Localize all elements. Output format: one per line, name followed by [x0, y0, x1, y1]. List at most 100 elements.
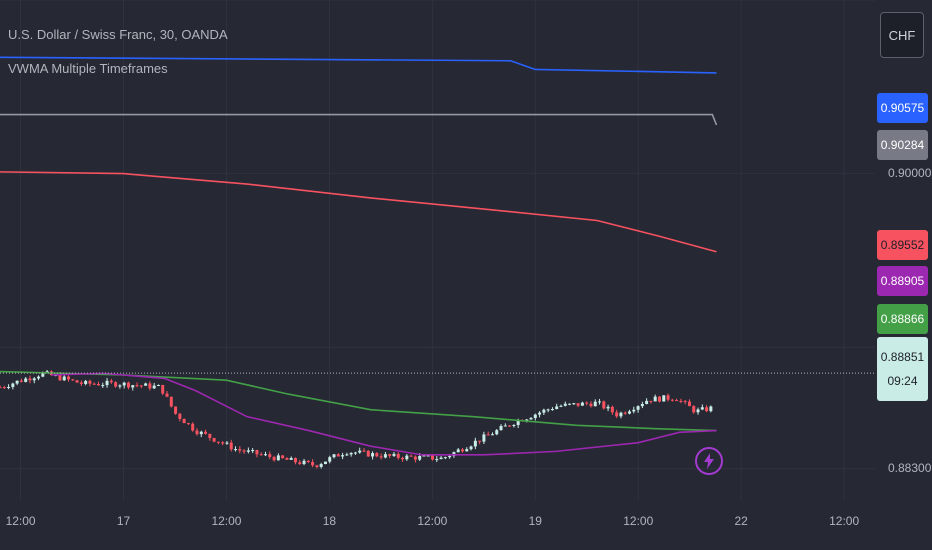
candle-body: [589, 403, 593, 407]
candle-body: [148, 383, 152, 389]
candle-body: [396, 453, 400, 458]
candle-body: [426, 455, 430, 457]
y-tick-label: 0.88300: [888, 460, 932, 475]
candle-body: [490, 434, 494, 436]
candle-body: [559, 405, 563, 407]
candle-body: [512, 424, 516, 427]
last-price-tag: 0.88851 09:24: [877, 337, 928, 401]
candle-body: [24, 378, 28, 382]
candle-body: [606, 406, 610, 409]
candle-body: [602, 401, 606, 409]
candle-body: [105, 380, 109, 386]
candle-body: [2, 387, 6, 389]
candle-body: [640, 404, 644, 407]
candle-body: [358, 450, 362, 453]
candle-body: [238, 449, 242, 451]
vwma-line-1: [0, 113, 718, 126]
candle-body: [118, 385, 122, 387]
price-tag: 0.88905: [877, 266, 928, 296]
candle-body: [431, 455, 435, 460]
candle-body: [705, 407, 709, 412]
candle-body: [169, 396, 173, 407]
candle-body: [156, 384, 160, 386]
candle-body: [649, 400, 653, 402]
candle-body: [161, 384, 165, 394]
candle-body: [281, 455, 285, 459]
candlesticks: [0, 369, 713, 469]
candle-body: [96, 383, 100, 386]
candle-body: [264, 454, 268, 456]
candle-body: [645, 400, 649, 405]
candle-body: [675, 400, 679, 402]
candle-body: [178, 413, 182, 419]
candle-body: [379, 456, 383, 458]
candle-body: [315, 465, 319, 467]
candle-body: [696, 409, 700, 413]
candle-body: [246, 450, 250, 452]
candle-body: [580, 402, 584, 406]
indicator-label[interactable]: VWMA Multiple Timeframes: [8, 61, 168, 76]
candle-body: [692, 406, 696, 413]
candle-body: [388, 454, 392, 456]
candle-body: [45, 371, 49, 373]
candle-body: [298, 462, 302, 465]
candle-body: [687, 401, 691, 407]
candle-body: [276, 455, 280, 461]
candle-body: [413, 456, 417, 460]
candle-body: [131, 385, 135, 388]
candle-body: [289, 458, 293, 460]
vwma-line-3: [0, 370, 717, 432]
candle-body: [204, 431, 208, 434]
candle-body: [666, 395, 670, 400]
candle-body: [469, 446, 473, 450]
candle-body: [37, 376, 41, 379]
candle-body: [101, 385, 105, 387]
candle-body: [285, 458, 289, 460]
candle-body: [439, 457, 443, 460]
candle-body: [191, 423, 195, 431]
candle-body: [657, 396, 661, 402]
candle-body: [662, 395, 666, 402]
candle-body: [670, 399, 674, 401]
candle-body: [362, 450, 366, 452]
candle-body: [152, 385, 156, 389]
candle-body: [165, 393, 169, 397]
candle-body: [683, 400, 687, 402]
currency-button[interactable]: CHF: [880, 12, 924, 58]
candle-body: [366, 450, 370, 457]
candle-body: [28, 378, 32, 381]
price-tag: 0.90575: [877, 93, 928, 123]
candle-body: [628, 411, 632, 414]
candle-body: [11, 383, 15, 387]
candle-body: [392, 453, 396, 456]
candle-body: [323, 461, 327, 465]
price-tag: 0.90284: [877, 130, 928, 160]
candle-body: [615, 412, 619, 417]
candle-body: [349, 452, 353, 455]
x-tick-label: 12:00: [417, 514, 448, 528]
candle-body: [632, 409, 636, 412]
price-tag: 0.89552: [877, 230, 928, 260]
x-tick-label: 22: [734, 514, 748, 528]
candle-body: [619, 412, 623, 417]
candle-body: [465, 449, 469, 452]
candle-body: [182, 418, 186, 424]
candle-body: [345, 454, 349, 456]
candle-body: [0, 387, 2, 389]
bar-countdown: 09:24: [887, 374, 918, 388]
x-tick-label: 12:00: [623, 514, 654, 528]
candle-body: [212, 438, 216, 442]
candle-body: [225, 442, 229, 444]
candle-body: [114, 382, 118, 387]
lightning-icon[interactable]: [695, 447, 723, 475]
candle-body: [332, 454, 336, 458]
candle-body: [448, 455, 452, 458]
candle-body: [221, 442, 225, 444]
candle-body: [92, 383, 96, 385]
candle-body: [401, 457, 405, 460]
candle-body: [15, 380, 19, 384]
candle-body: [546, 409, 550, 411]
candle-body: [19, 380, 23, 382]
candle-body: [41, 372, 45, 377]
